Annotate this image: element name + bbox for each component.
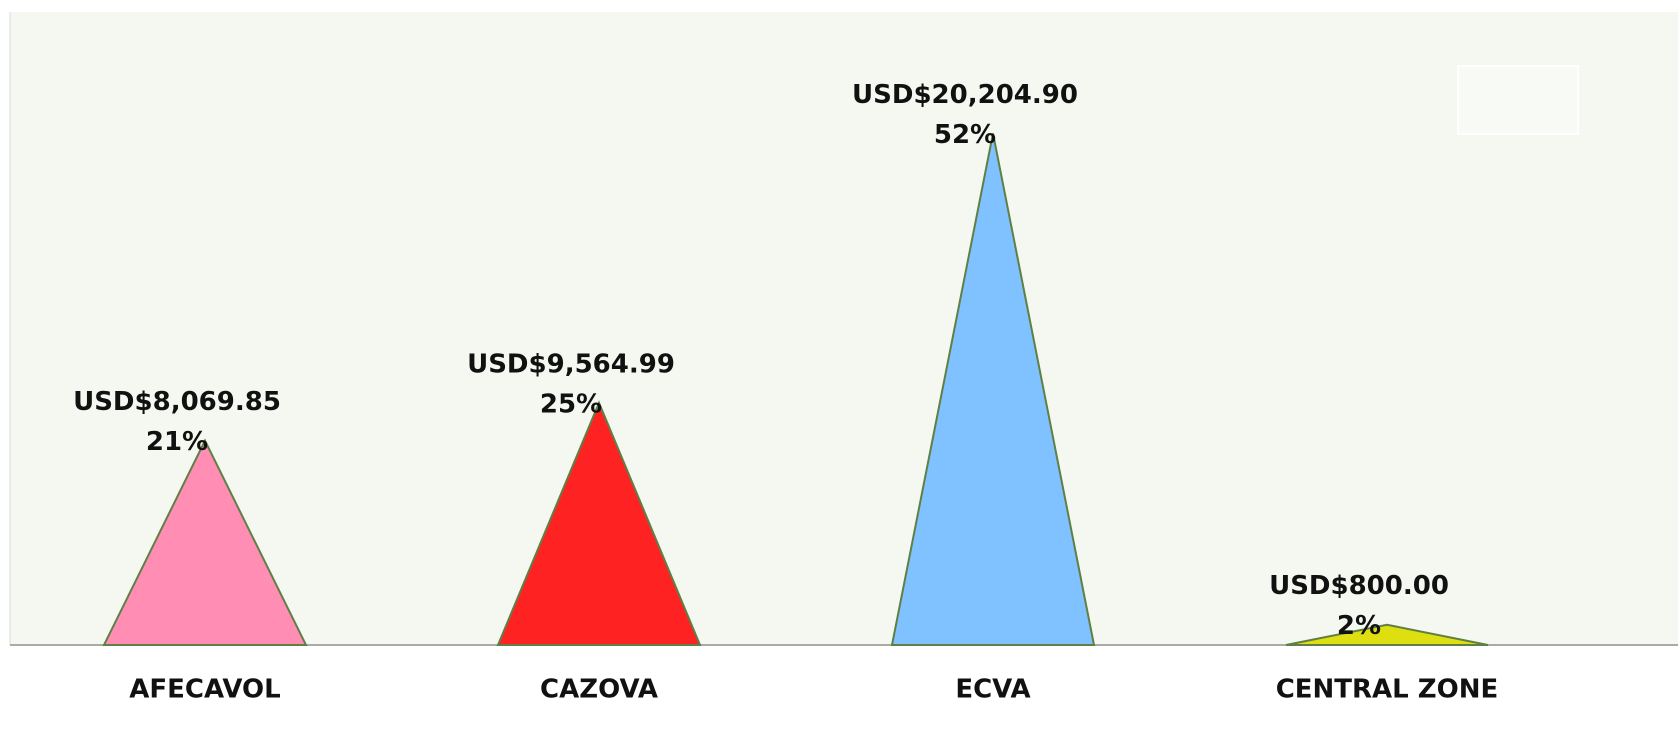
share-label: 25%	[540, 389, 602, 419]
peak	[496, 400, 702, 646]
x-tick-label: CAZOVA	[540, 675, 658, 705]
peak	[890, 133, 1096, 646]
value-label: USD$9,564.99	[467, 349, 675, 379]
value-label: USD$8,069.85	[73, 387, 281, 417]
legend-box	[1457, 65, 1579, 135]
plot-area	[10, 12, 1678, 645]
peak	[102, 438, 308, 646]
x-tick-label: AFECAVOL	[129, 675, 280, 705]
x-tick-label: ECVA	[955, 675, 1030, 705]
value-label: USD$20,204.90	[852, 80, 1078, 110]
value-label: USD$800.00	[1269, 571, 1449, 601]
share-label: 2%	[1337, 611, 1381, 641]
share-label: 52%	[934, 120, 996, 150]
peak	[1285, 623, 1489, 646]
share-label: 21%	[146, 427, 208, 457]
x-tick-label: CENTRAL ZONE	[1276, 675, 1499, 705]
